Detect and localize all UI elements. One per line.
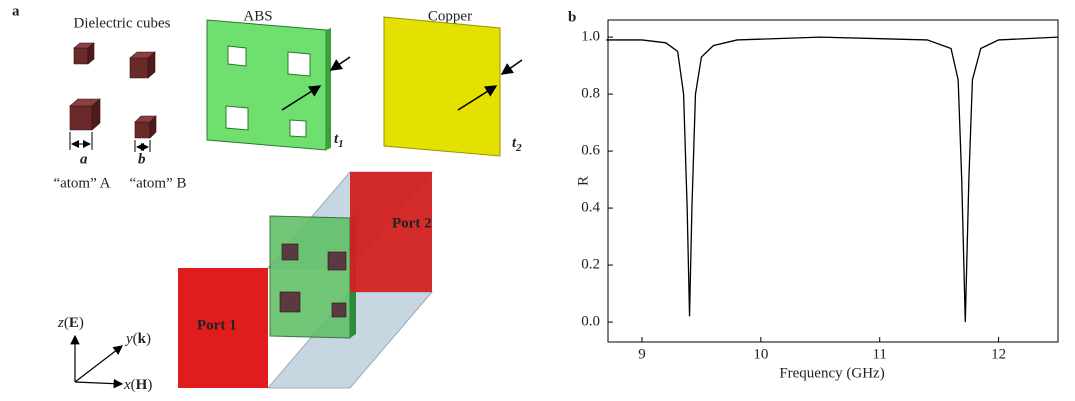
- paren: ): [146, 331, 151, 347]
- axis-label: x(H): [123, 377, 152, 393]
- waveguide: [178, 172, 432, 388]
- arrow: [331, 57, 350, 70]
- data-line: [606, 37, 1058, 322]
- cubes-title: Dielectric cubes: [73, 15, 170, 31]
- atom-a-label: “atom” A: [53, 175, 110, 191]
- t1-label: t1: [334, 131, 344, 149]
- x-axis-title: Frequency (GHz): [779, 365, 884, 381]
- coordinate-axes: [75, 336, 122, 384]
- cube-a-label: a: [80, 151, 88, 167]
- y-tick-label: 0.2: [581, 256, 600, 272]
- y-tick-label: 0.6: [581, 143, 600, 159]
- arrow: [502, 60, 522, 74]
- port2-label: Port 2: [392, 215, 432, 231]
- y-tick-label: 0.0: [581, 313, 600, 329]
- copper-plate: [384, 17, 500, 156]
- port1-label: Port 1: [197, 317, 237, 333]
- x-tick-label: 10: [753, 346, 768, 362]
- t2-sub: 2: [515, 142, 522, 154]
- abs-label: ABS: [243, 8, 272, 24]
- t1-sub: 1: [338, 138, 344, 150]
- field-letter: H: [136, 377, 148, 393]
- axis-label: y(k): [124, 331, 151, 347]
- cube-b-label: b: [138, 151, 146, 167]
- t2-label: t2: [512, 135, 522, 153]
- x-tick-label: 11: [872, 346, 886, 362]
- atom-b-label: “atom” B: [129, 175, 186, 191]
- axis-label: z(E): [57, 315, 84, 331]
- panel-label: b: [568, 9, 576, 25]
- paren: ): [79, 315, 84, 331]
- paren: ): [147, 377, 152, 393]
- abs-plate: [207, 20, 331, 150]
- x-tick-label: 12: [991, 346, 1006, 362]
- y-axis-title: R: [575, 176, 591, 186]
- panel-label: a: [12, 3, 20, 19]
- x-tick-label: 9: [638, 346, 646, 362]
- axis-letter: y: [124, 331, 133, 347]
- y-tick-label: 1.0: [581, 29, 600, 45]
- figure: a b Dielectric cubes a b “atom” A “atom”…: [0, 0, 1075, 401]
- plot-frame: [608, 20, 1058, 342]
- y-tick-label: 0.4: [581, 200, 600, 216]
- cubes: [70, 43, 156, 138]
- y-tick-label: 0.8: [581, 86, 600, 102]
- field-letter: E: [69, 315, 79, 331]
